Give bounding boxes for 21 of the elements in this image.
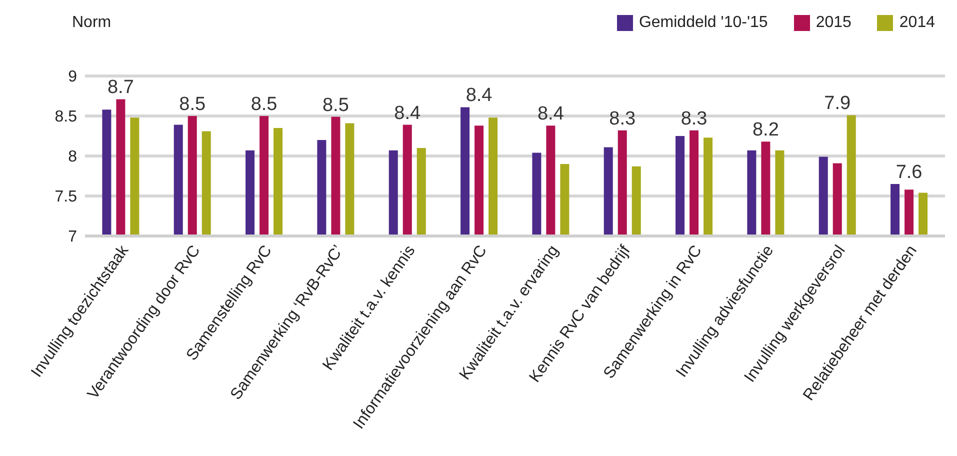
data-label: 8.4 xyxy=(537,104,564,125)
y-tick-label: 8 xyxy=(68,148,78,166)
y-tick-label: 7 xyxy=(68,228,78,246)
data-label: 8.5 xyxy=(179,94,206,115)
data-label: 8.3 xyxy=(609,108,636,130)
data-label: 8.3 xyxy=(680,108,708,130)
data-label: 8.5 xyxy=(250,94,278,115)
data-label: 8.2 xyxy=(752,120,779,141)
legend-label: 2015 xyxy=(816,14,852,32)
y-axis-title: Norm xyxy=(72,14,112,32)
data-label: 8.4 xyxy=(466,85,493,106)
data-label: 8.5 xyxy=(322,94,349,116)
legend-label: Gemiddeld '10-'15 xyxy=(638,14,768,32)
data-label: 8.4 xyxy=(394,102,421,124)
data-label: 8.7 xyxy=(107,77,134,98)
y-tick-label: 8.5 xyxy=(54,108,78,126)
legend-label: 2014 xyxy=(899,14,935,32)
y-tick-label: 7.5 xyxy=(54,188,78,206)
y-tick-label: 9 xyxy=(68,68,78,86)
data-label: 7.6 xyxy=(896,162,922,183)
data-label: 7.9 xyxy=(824,93,851,114)
